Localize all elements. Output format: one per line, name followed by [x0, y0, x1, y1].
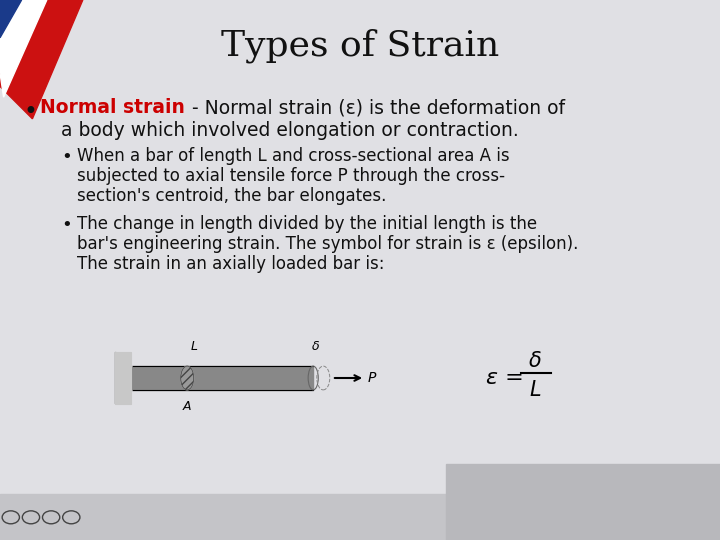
Text: •: •: [23, 100, 37, 124]
Polygon shape: [115, 353, 131, 404]
Text: δ: δ: [528, 350, 541, 371]
Text: Types of Strain: Types of Strain: [221, 29, 499, 63]
Text: L: L: [191, 340, 198, 353]
Text: •: •: [61, 216, 72, 234]
Text: When a bar of length L and cross-sectional area A is: When a bar of length L and cross-section…: [77, 147, 510, 165]
Text: Normal strain: Normal strain: [40, 98, 184, 117]
Text: P: P: [367, 371, 376, 385]
Text: subjected to axial tensile force P through the cross-: subjected to axial tensile force P throu…: [77, 167, 505, 185]
Text: ε =: ε =: [486, 368, 523, 388]
Text: L: L: [529, 380, 541, 400]
Bar: [446, 464, 720, 540]
Text: section's centroid, the bar elongates.: section's centroid, the bar elongates.: [77, 187, 387, 205]
Bar: [115, 352, 131, 404]
Polygon shape: [0, 0, 83, 119]
Text: bar's engineering strain. The symbol for strain is ε (epsilon).: bar's engineering strain. The symbol for…: [77, 235, 578, 253]
Text: δ: δ: [312, 340, 319, 353]
Polygon shape: [0, 0, 47, 97]
Text: - Normal strain (ε) is the deformation of: - Normal strain (ε) is the deformation o…: [186, 98, 564, 117]
Bar: [131, 366, 313, 390]
Text: a body which involved elongation or contraction.: a body which involved elongation or cont…: [43, 122, 519, 140]
Text: The change in length divided by the initial length is the: The change in length divided by the init…: [77, 215, 537, 233]
Polygon shape: [0, 0, 22, 38]
Ellipse shape: [181, 366, 194, 390]
Bar: [0, 494, 720, 540]
Text: The strain in an axially loaded bar is:: The strain in an axially loaded bar is:: [77, 255, 384, 273]
Text: •: •: [61, 148, 72, 166]
Text: A: A: [183, 400, 192, 413]
